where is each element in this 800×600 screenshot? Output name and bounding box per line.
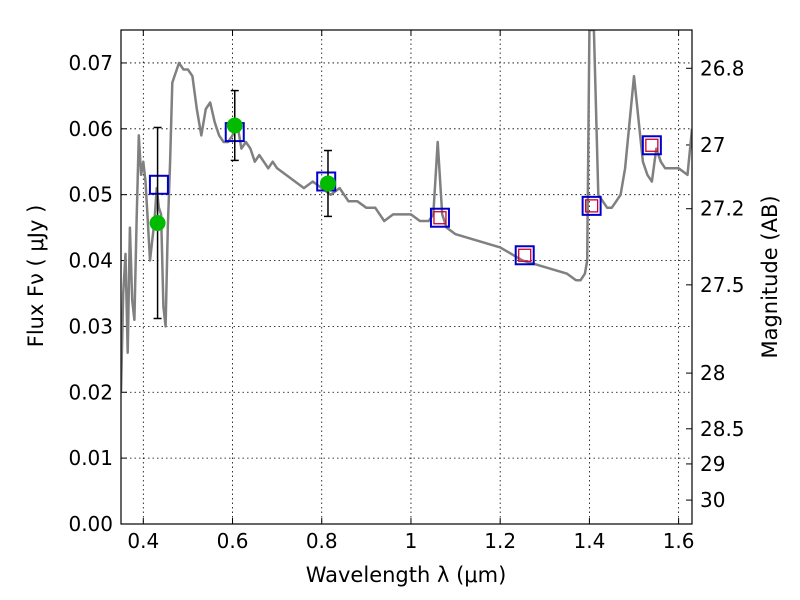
right-tick-label: 28.5 bbox=[700, 417, 745, 441]
y-tick-label: 0.02 bbox=[68, 380, 113, 404]
right-axis-label: Magnitude (AB) bbox=[758, 195, 782, 358]
right-tick-label: 27 bbox=[700, 133, 725, 157]
model-photometry-marker bbox=[514, 245, 535, 266]
right-tick-label: 26.8 bbox=[700, 56, 745, 80]
synthetic-photometry-marker bbox=[645, 138, 659, 152]
x-tick-label: 1.2 bbox=[484, 529, 516, 553]
observed-photometry-point bbox=[149, 214, 166, 231]
y-axis-label: Flux Fν ( μJy ) bbox=[24, 205, 48, 348]
x-tick-label: 0.4 bbox=[127, 529, 159, 553]
grid bbox=[121, 30, 692, 524]
model-photometry-marker bbox=[429, 207, 450, 228]
y-tick-label: 0.03 bbox=[68, 314, 113, 338]
template-spectrum-line bbox=[121, 30, 692, 393]
y-axis-ticks: 0.00 0.01 0.02 0.03 0.04 0.05 0.06 0.07 bbox=[68, 51, 127, 536]
x-tick-label: 1.6 bbox=[663, 529, 695, 553]
observed-photometry-point bbox=[226, 117, 243, 134]
axis-labels: Wavelength λ (μm) Flux Fν ( μJy ) Magnit… bbox=[24, 195, 782, 587]
right-tick-label: 27.5 bbox=[700, 273, 745, 297]
x-tick-label: 0.6 bbox=[217, 529, 249, 553]
synthetic-photometry-marker bbox=[518, 248, 532, 262]
right-tick-label: 30 bbox=[700, 488, 725, 512]
right-tick-label: 27.2 bbox=[700, 197, 745, 221]
x-axis-label: Wavelength λ (μm) bbox=[306, 563, 507, 587]
y-tick-label: 0.06 bbox=[68, 117, 113, 141]
right-tick-label: 29 bbox=[700, 452, 725, 476]
right-axis-ticks: 26.8 27 27.2 27.5 28 28.5 29 30 bbox=[686, 56, 745, 512]
y-tick-label: 0.05 bbox=[68, 183, 113, 207]
model-photometry-marker bbox=[148, 174, 169, 195]
x-tick-label: 0.8 bbox=[306, 529, 338, 553]
synthetic-photometry-marker bbox=[433, 211, 447, 225]
right-tick-label: 28 bbox=[700, 361, 725, 385]
x-axis-ticks: 0.4 0.6 0.8 1 1.2 1.4 1.6 bbox=[127, 30, 695, 553]
y-tick-label: 0.07 bbox=[68, 51, 113, 75]
observed-photometry-point bbox=[319, 175, 336, 192]
plot-area bbox=[120, 29, 693, 525]
y-tick-label: 0.00 bbox=[68, 512, 113, 536]
x-tick-label: 1 bbox=[405, 529, 418, 553]
synthetic-photometry-marker bbox=[584, 199, 599, 213]
x-tick-label: 1.4 bbox=[573, 529, 605, 553]
plot-content bbox=[121, 30, 692, 393]
y-tick-label: 0.01 bbox=[68, 446, 113, 470]
y-tick-label: 0.04 bbox=[68, 249, 113, 273]
model-photometry-marker bbox=[641, 135, 662, 156]
model-photometry-marker bbox=[581, 195, 602, 216]
